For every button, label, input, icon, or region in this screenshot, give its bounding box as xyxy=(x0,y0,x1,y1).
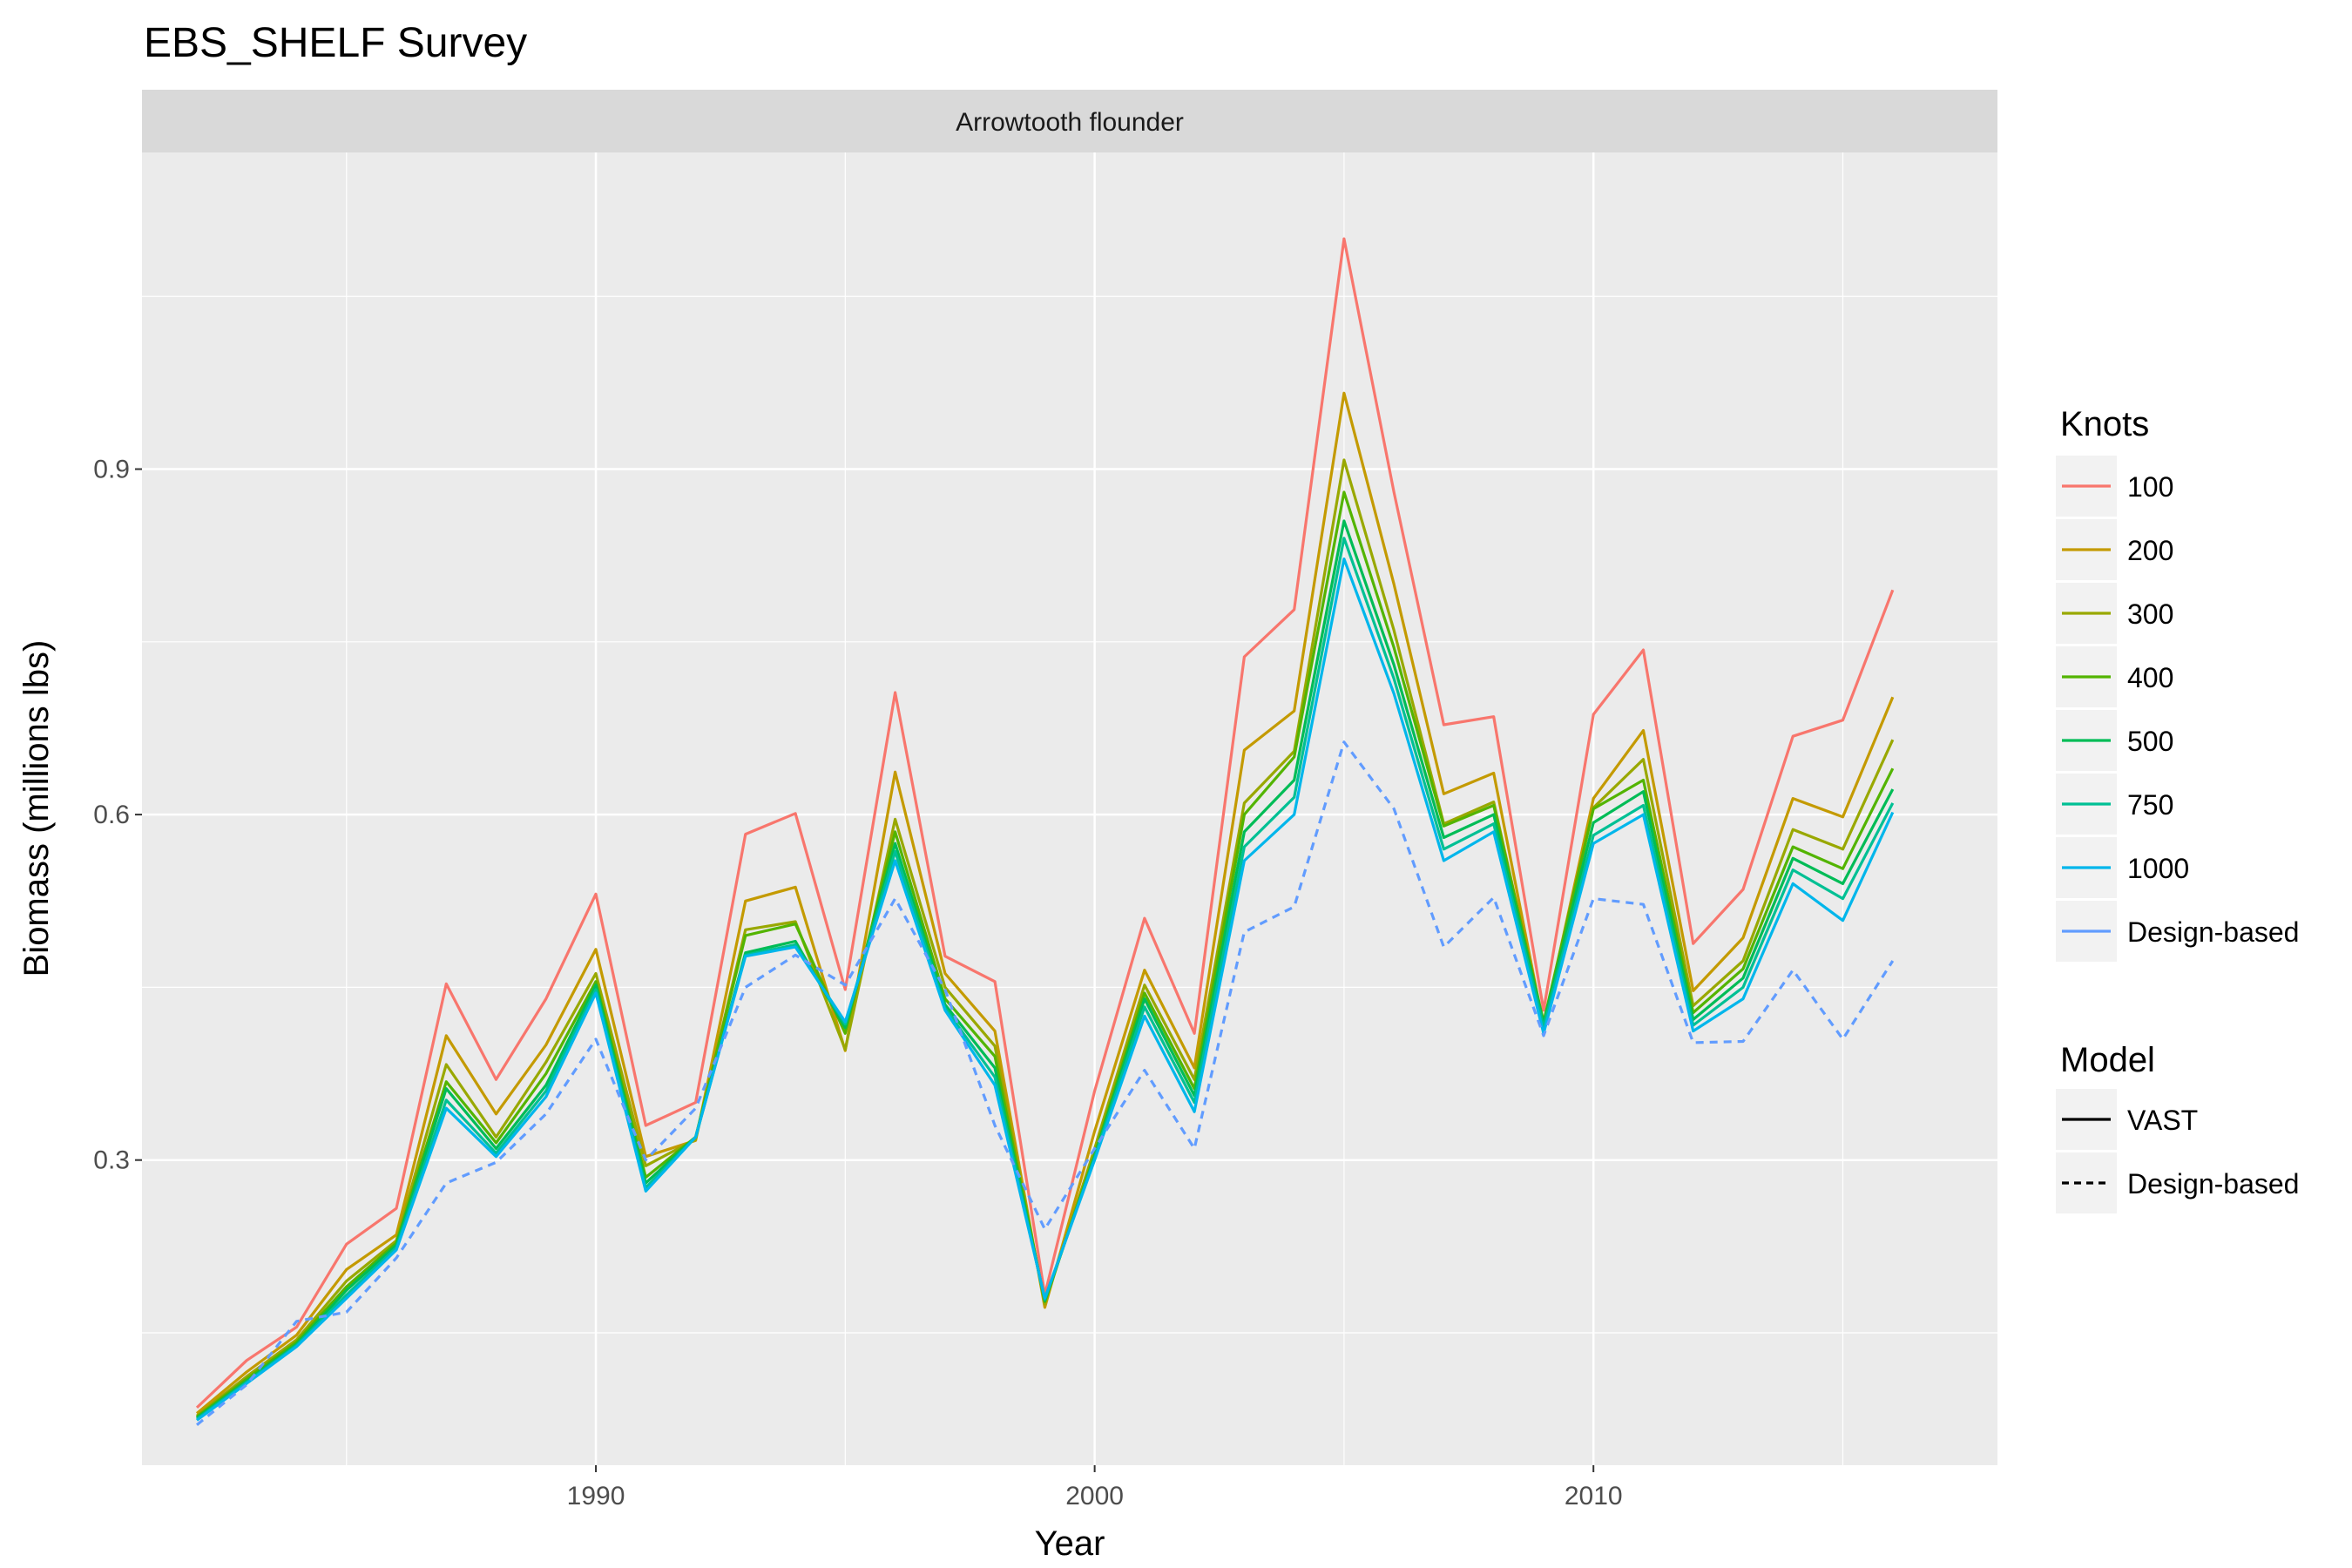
series-line-300 xyxy=(196,458,1895,1417)
legend: Knots Model 100 200 300 400 500 750 1000 Design… xyxy=(2056,405,2299,1213)
legend-label-model: Design-based xyxy=(2127,1168,2299,1200)
legend-knots-title: Knots xyxy=(2060,405,2149,443)
x-tick-label: 2000 xyxy=(1065,1482,1124,1511)
legend-label-knots: Design-based xyxy=(2127,916,2299,948)
facet-strip-label: Arrowtooth flounder xyxy=(956,108,1184,137)
legend-label-knots: 100 xyxy=(2127,471,2173,503)
legend-label-knots: 500 xyxy=(2127,726,2173,757)
chart-title: EBS_SHELF Survey xyxy=(144,20,527,66)
y-tick-label: 0.6 xyxy=(93,801,130,829)
legend-model-title: Model xyxy=(2060,1041,2155,1079)
axis-ticks: 1990 2000 2010 0.3 0.6 0.9 xyxy=(93,456,1622,1511)
series-line-design-based xyxy=(195,740,1895,1426)
y-tick-label: 0.9 xyxy=(93,456,130,484)
y-tick-label: 0.3 xyxy=(93,1146,130,1175)
y-axis-title: Biomass (millions lbs) xyxy=(17,640,56,977)
legend-label-model: VAST xyxy=(2127,1105,2198,1136)
x-axis-title: Year xyxy=(1035,1524,1105,1563)
x-tick-label: 1990 xyxy=(567,1482,625,1511)
legend-label-knots: 750 xyxy=(2127,789,2173,821)
series-line-1000 xyxy=(196,557,1895,1422)
series-lines xyxy=(195,237,1895,1426)
legend-label-knots: 400 xyxy=(2127,662,2173,693)
legend-label-knots: 200 xyxy=(2127,535,2173,566)
plot-panel xyxy=(142,152,1997,1465)
legend-label-knots: 1000 xyxy=(2127,853,2189,884)
facet-strip xyxy=(142,90,1997,152)
series-line-200 xyxy=(195,391,1895,1415)
legend-label-knots: 300 xyxy=(2127,598,2173,630)
x-tick-label: 2010 xyxy=(1565,1482,1623,1511)
